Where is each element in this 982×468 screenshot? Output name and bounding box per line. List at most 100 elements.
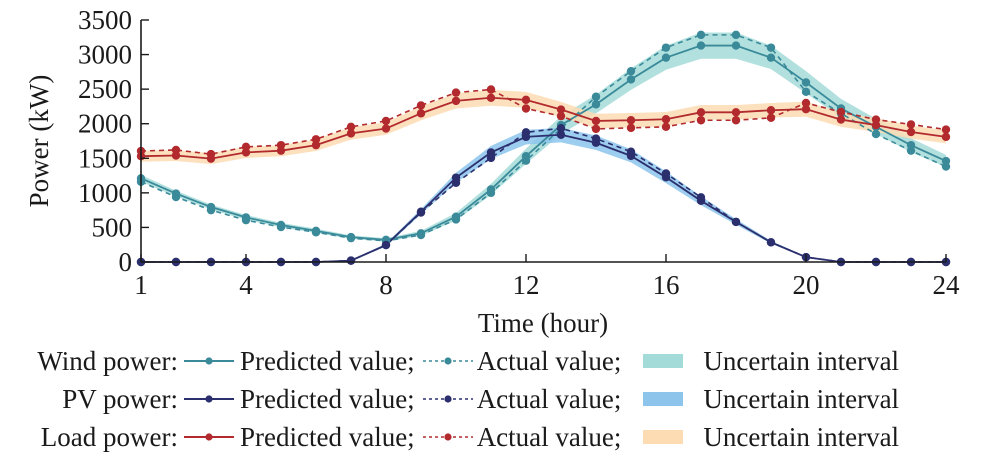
wind-power-actual-value-point: [731, 30, 741, 40]
legend-group-label: Load power:: [40, 421, 178, 452]
wind-power-actual-value-point: [241, 215, 251, 225]
wind-power-actual-value-point: [276, 222, 286, 232]
load-power-predicted-value-point: [801, 104, 811, 114]
wind-power-predicted-value-point: [591, 100, 601, 109]
load-power-actual-value-point: [661, 122, 671, 132]
load-power-actual-value-point: [836, 107, 846, 117]
wind-power-actual-value-point: [416, 230, 426, 240]
legend-actual-marker: [422, 395, 473, 403]
pv-power-actual-value-point: [661, 169, 671, 178]
wind-power-actual-value-point: [451, 215, 461, 224]
load-power-actual-value-point: [696, 116, 706, 125]
load-power-predicted-value-point: [451, 96, 461, 106]
wind-power-actual-value-point: [766, 43, 776, 52]
legend-actual-marker: [422, 433, 473, 441]
legend-interval-label: Uncertain interval: [703, 421, 900, 452]
legend-group-label: PV power:: [62, 383, 178, 414]
load-power-uncertain-interval-band: [141, 89, 946, 165]
load-power-actual-value-point: [521, 104, 531, 113]
legend-actual-label: Actual value;: [476, 421, 622, 452]
legend-actual-label: Actual value;: [476, 345, 622, 376]
x-tick-label: 16: [653, 270, 680, 300]
load-power-actual-value-point: [556, 111, 566, 121]
pv-power-actual-value-point: [451, 178, 461, 188]
wind-power-predicted-value-point: [696, 41, 706, 50]
load-power-predicted-value-point: [731, 108, 741, 117]
pv-power-actual-value-point: [766, 238, 776, 247]
x-tick-label: 24: [933, 270, 961, 300]
wind-power-actual-value-point: [521, 156, 531, 165]
pv-power-actual-value-line: [141, 127, 946, 263]
load-power-predicted-value-point: [941, 132, 951, 142]
load-power-actual-value-point: [766, 113, 776, 123]
wind-power-actual-value-point: [591, 92, 601, 101]
wind-power-predicted-value-point: [626, 75, 636, 84]
load-power-predicted-value-point: [556, 105, 566, 114]
load-power-actual-value-line: [140, 88, 947, 155]
load-power-actual-value-point: [381, 116, 391, 126]
load-power-predicted-value-point: [766, 106, 776, 115]
load-power-actual-value-point: [591, 124, 601, 134]
y-tick-label: 1000: [78, 178, 132, 208]
load-power-predicted-value-point: [311, 140, 321, 150]
wind-power-actual-value-point: [871, 129, 881, 139]
legend-row-pv: PV power: Predicted value; Actual value;…: [0, 380, 899, 418]
y-tick-label: 3500: [78, 5, 132, 35]
wind-power-actual-value-point: [801, 87, 811, 97]
pv-power-actual-value-point: [556, 124, 566, 133]
y-tick-label: 3000: [78, 40, 132, 70]
pv-power-uncertain-interval-band: [141, 127, 946, 262]
pv-power-actual-value-point: [346, 256, 356, 265]
load-power-actual-value-point: [486, 85, 496, 94]
wind-power-predicted-value-point: [731, 41, 741, 50]
load-power-predicted-value-point: [346, 129, 356, 138]
legend-actual-marker: [422, 357, 473, 365]
legend-predicted-label: Predicted value;: [240, 421, 415, 452]
x-tick-label: 12: [513, 270, 540, 300]
wind-power-predicted-value-line: [140, 44, 947, 241]
wind-power-predicted-value-point: [661, 53, 671, 62]
wind-power-actual-value-point: [661, 43, 671, 52]
pv-power-actual-value-point: [521, 128, 531, 137]
wind-power-actual-value-point: [171, 192, 181, 202]
load-power-predicted-value-point: [661, 115, 671, 124]
wind-power-actual-value-point: [206, 205, 216, 215]
pv-power-actual-value-point: [731, 217, 741, 227]
legend-interval-swatch: [643, 430, 684, 444]
load-power-actual-value-point: [276, 140, 286, 150]
wind-power-actual-value-point: [696, 30, 706, 40]
load-power-predicted-value-point: [521, 95, 531, 105]
y-tick-label: 2000: [78, 109, 132, 139]
load-power-actual-value-point: [801, 98, 811, 108]
legend-predicted-marker: [184, 357, 234, 365]
load-power-predicted-value-point: [486, 93, 496, 102]
y-ticks: 0 500 1000 1500 2000 2500 3000 3500: [78, 5, 149, 277]
x-tick-label: 1: [134, 270, 148, 300]
y-tick-label: 0: [119, 247, 133, 277]
load-power-predicted-value-point: [696, 108, 706, 117]
legend-interval-label: Uncertain interval: [703, 345, 900, 376]
load-power-actual-value-point: [871, 115, 881, 124]
load-power-actual-value-point: [346, 122, 356, 132]
legend-interval-label: Uncertain interval: [703, 383, 900, 414]
x-tick-label: 8: [379, 270, 393, 300]
load-power-predicted-value-point: [626, 116, 636, 125]
load-power-actual-value-point: [206, 149, 216, 159]
pv-power-actual-value-point: [591, 134, 601, 143]
wind-power-actual-value-point: [486, 188, 496, 198]
x-tick-label: 4: [239, 270, 253, 300]
legend-row-load: Load power: Predicted value; Actual valu…: [0, 418, 899, 456]
load-power-predicted-value-point: [416, 109, 426, 118]
legend-interval-swatch: [643, 354, 684, 368]
legend-predicted-label: Predicted value;: [240, 383, 415, 414]
wind-power-actual-value-point: [941, 162, 951, 171]
y-tick-label: 500: [92, 212, 133, 242]
load-power-predicted-value-point: [906, 127, 916, 137]
wind-power-actual-value-point: [311, 228, 321, 237]
x-ticks: 1 4 8 12 16 20 24: [134, 254, 960, 300]
uncertainty-bands: [141, 32, 946, 262]
load-power-actual-value-point: [906, 120, 916, 129]
pv-power-actual-value-point: [626, 147, 636, 156]
pv-power-actual-value-point: [696, 193, 706, 202]
load-power-predicted-value-point: [836, 115, 846, 124]
